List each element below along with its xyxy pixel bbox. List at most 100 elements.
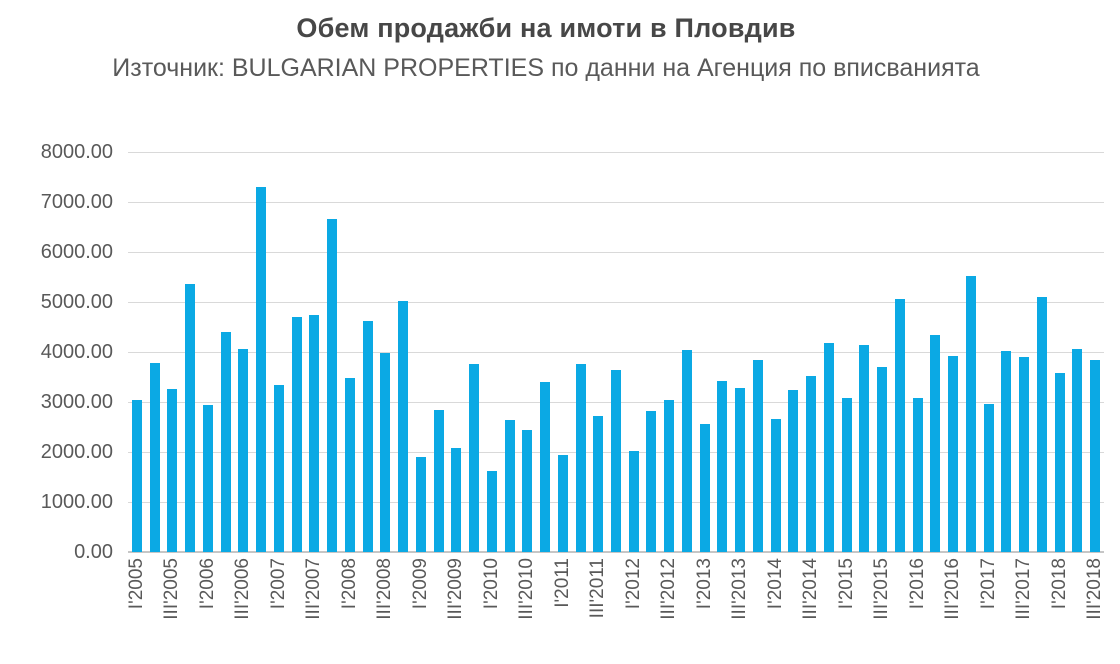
x-axis-tick-label: III'2010 [516,558,538,620]
bar [1090,360,1101,552]
bar [398,300,409,552]
bar [486,471,497,552]
bar [131,400,142,552]
x-axis-tick-label: I'2009 [409,558,431,610]
x-axis-tick-label: I'2012 [622,558,644,610]
bar [557,454,568,552]
bar [948,355,959,552]
x-axis-tick-label: III'2017 [1013,558,1035,620]
bar [681,350,692,552]
bar [220,332,231,552]
bar [965,276,976,552]
bar [415,456,426,552]
gridline [128,352,1104,353]
x-axis-tick-label: III'2007 [303,558,325,620]
bar [327,218,338,552]
x-axis-tick-label: III'2005 [161,558,183,620]
bar [1072,349,1083,552]
x-axis-tick-label: I'2017 [977,558,999,610]
bar [185,284,196,552]
bar [717,381,728,552]
bar [983,403,994,552]
bar [806,376,817,552]
gridline [128,202,1104,203]
bar [469,363,480,552]
bar [699,424,710,552]
chart-title: Обем продажби на имоти в Пловдив [296,13,796,43]
x-axis-tick-label: III'2015 [871,558,893,620]
chart-header: Обем продажби на имоти в Пловдив Източни… [0,0,1092,83]
y-axis-tick-label: 1000.00 [40,491,113,513]
x-axis-tick-label: I'2008 [338,558,360,610]
bar [628,451,639,552]
bar [735,387,746,552]
bar [504,419,515,552]
bar [877,367,888,552]
bar [912,397,923,552]
bar [451,447,462,552]
bar [202,405,213,552]
y-axis-tick-label: 3000.00 [40,391,113,413]
x-axis-tick-label: I'2014 [764,558,786,610]
chart-subtitle: Източник: BULGARIAN PROPERTIES по данни … [112,54,980,82]
bar [788,389,799,552]
bar [149,363,160,552]
bar [238,348,249,552]
bar [309,314,320,552]
bar [841,397,852,552]
bar [930,334,941,552]
bar [362,321,373,552]
x-axis-line [128,551,1104,553]
bar [256,186,267,552]
x-axis-tick-label: III'2014 [800,558,822,620]
x-axis-tick-label: I'2005 [125,558,147,610]
x-axis-tick-label: III'2016 [942,558,964,620]
bar [1036,297,1047,552]
bar [344,378,355,552]
gridline [128,252,1104,253]
bar [646,410,657,552]
bar [433,409,444,552]
bar [167,388,178,552]
y-axis-tick-label: 6000.00 [40,241,113,263]
bar [859,345,870,552]
y-axis-tick-label: 7000.00 [40,191,113,213]
bar [664,400,675,552]
bar [380,352,391,552]
bar [1019,356,1030,552]
bar [894,298,905,552]
x-axis-tick-label: III'2006 [232,558,254,620]
x-axis-tick-label: I'2006 [196,558,218,610]
bar [291,317,302,552]
bar [770,418,781,552]
y-axis-tick-label: 4000.00 [40,341,113,363]
x-axis-tick-label: I'2011 [551,558,573,608]
y-axis-tick-label: 5000.00 [40,291,113,313]
y-axis-tick-label: 0.00 [74,541,113,563]
gridline [128,152,1104,153]
x-axis-tick-label: III'2008 [374,558,396,620]
bar [575,363,586,552]
bar [522,429,533,552]
x-axis-tick-label: I'2016 [906,558,928,610]
bar [752,359,763,552]
y-axis-tick-label: 8000.00 [40,141,113,163]
x-axis-tick-label: III'2013 [729,558,751,620]
x-axis-tick-label: III'2012 [658,558,680,620]
y-axis-tick-label: 2000.00 [40,441,113,463]
bar [611,369,621,552]
x-axis-tick-label: I'2010 [480,558,502,610]
bar [593,415,604,552]
bar [823,343,834,552]
bar [540,382,551,552]
x-axis-tick-label: I'2007 [267,558,289,610]
x-axis-tick-label: III'2018 [1084,558,1106,620]
x-axis-tick-label: III'2009 [445,558,467,620]
x-axis-tick-label: I'2013 [693,558,715,610]
bar [273,384,284,552]
x-axis-tick-label: I'2018 [1048,558,1070,610]
x-axis-tick-label: III'2011 [587,558,609,619]
bar [1054,373,1065,552]
bar [1001,351,1012,552]
